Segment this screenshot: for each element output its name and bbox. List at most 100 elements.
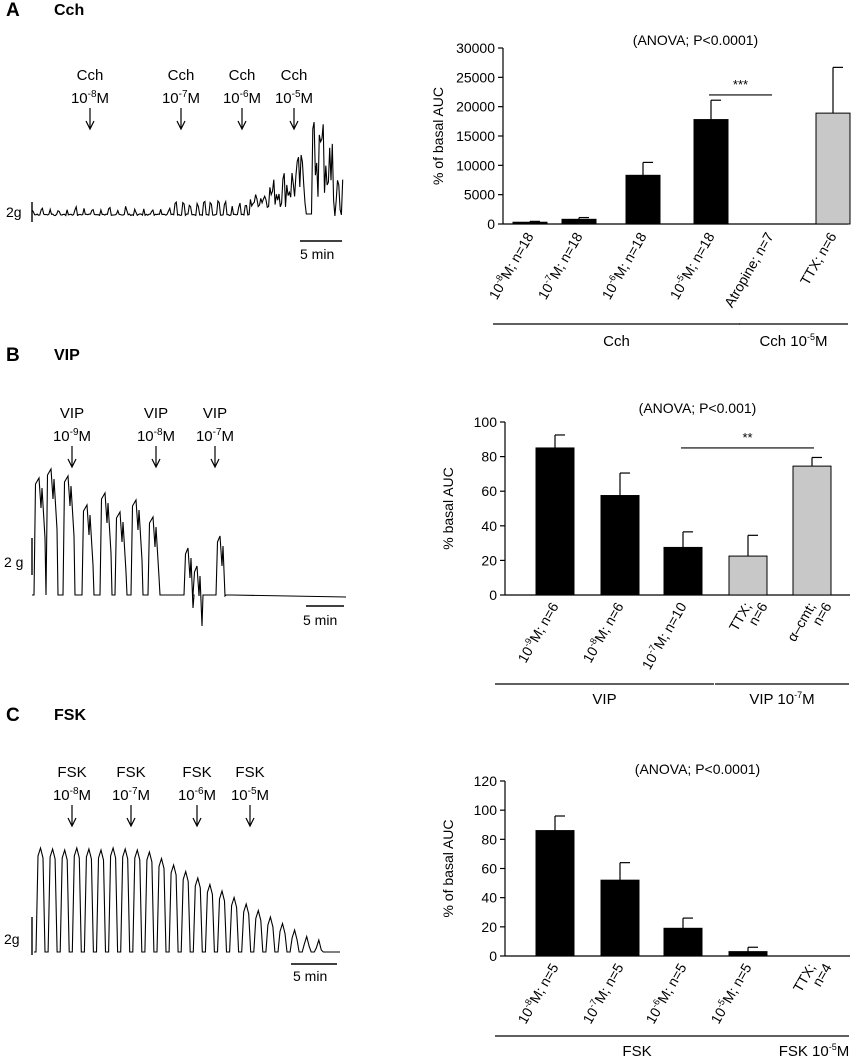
arrow-head xyxy=(126,817,136,828)
stimulus-agent: FSK xyxy=(116,764,146,781)
chart-title: (ANOVA; P<0.0001) xyxy=(635,761,760,777)
y-tick-label: 0 xyxy=(489,948,497,964)
stimulus-label: FSK 10-8M xyxy=(42,763,102,805)
group-label: VIP xyxy=(592,691,616,708)
y-tick-label: 120 xyxy=(474,773,498,789)
stimulus-label: Cch 10-8M xyxy=(60,66,120,108)
stimulus-label: FSK 10-7M xyxy=(101,763,161,805)
stimulus-label: Cch 10-7M xyxy=(151,66,211,108)
group-label: FSK xyxy=(622,1043,651,1060)
arrow-head xyxy=(85,120,95,131)
stimulus-label: Cch 10-5M xyxy=(264,66,324,108)
y-tick-label: 100 xyxy=(474,802,498,818)
category-label: 10-7M; n=18 xyxy=(534,229,586,302)
stimulus-label: VIP 10-8M xyxy=(126,404,186,446)
category-label: 10-8M; n=5 xyxy=(513,960,561,1027)
stimulus-agent: VIP xyxy=(143,405,169,422)
stimulus-agent: Cch xyxy=(228,67,256,84)
chart-title: (ANOVA; P<0.001) xyxy=(639,400,757,416)
y-tick-label: 60 xyxy=(481,483,497,499)
stimulus-label: VIP 10-7M xyxy=(185,404,245,446)
panel-letter-a: A xyxy=(6,0,20,21)
bar xyxy=(600,495,640,596)
y-tick-label: 40 xyxy=(481,518,497,534)
trace-b-time-label: 5 min xyxy=(303,612,337,628)
stimulus-label: VIP 10-9M xyxy=(42,404,102,446)
category-label: 10-7M; n=5 xyxy=(578,960,626,1027)
stimulus-agent: FSK xyxy=(235,764,265,781)
arrow-head xyxy=(289,120,299,131)
bar xyxy=(728,555,768,596)
category-label: 10-6M; n=18 xyxy=(598,229,650,302)
trace-c-line xyxy=(34,845,340,953)
arrow-head xyxy=(151,458,161,469)
y-tick-label: 100 xyxy=(474,414,498,430)
stimulus-label: FSK 10-5M xyxy=(220,763,280,805)
stimulus-concentration: 10-7M xyxy=(111,786,151,804)
panel-letter-b: B xyxy=(6,345,20,366)
trace-c-time-label: 5 min xyxy=(293,968,327,984)
y-tick-label: 20 xyxy=(481,919,497,935)
stimulus-concentration: 10-6M xyxy=(222,89,262,107)
trace-a-calibration-label: 2g xyxy=(6,204,22,220)
trace-a-line xyxy=(31,121,344,217)
arrow-head xyxy=(237,120,247,131)
category-label: 10-6M; n=5 xyxy=(641,960,689,1027)
y-tick-label: 80 xyxy=(481,831,497,847)
bar xyxy=(535,830,575,957)
y-tick-label: 20 xyxy=(481,552,497,568)
stimulus-concentration: 10-8M xyxy=(52,786,92,804)
y-axis-label: % of basal AUC xyxy=(430,87,446,185)
stimulus-concentration: 10-9M xyxy=(52,427,92,445)
stimulus-concentration: 10-6M xyxy=(177,786,217,804)
y-tick-label: 40 xyxy=(481,890,497,906)
category-label: 10-8M; n=18 xyxy=(485,229,537,302)
bar xyxy=(728,951,768,957)
bar xyxy=(663,927,703,957)
trace-b-line xyxy=(32,467,347,627)
stimulus-agent: VIP xyxy=(202,405,228,422)
bar xyxy=(535,447,575,596)
stimulus-agent: Cch xyxy=(280,67,308,84)
stimulus-agent: Cch xyxy=(167,67,195,84)
stimulus-concentration: 10-5M xyxy=(230,786,270,804)
panel-title-b: VIP xyxy=(54,347,80,364)
stimulus-agent: VIP xyxy=(59,405,85,422)
group-label: VIP 10-7M xyxy=(749,690,814,708)
panel-title-a: Cch xyxy=(54,2,85,19)
y-tick-label: 25000 xyxy=(456,69,495,85)
arrow-head xyxy=(176,120,186,131)
arrow-head xyxy=(67,458,77,469)
arrow-head xyxy=(67,817,77,828)
panel-title-c: FSK xyxy=(54,707,86,724)
y-tick-label: 15000 xyxy=(456,128,495,144)
category-label: Atropine; n=7 xyxy=(721,229,777,310)
y-tick-label: 0 xyxy=(489,587,497,603)
y-tick-label: 60 xyxy=(481,861,497,877)
bar xyxy=(792,465,832,596)
chart-title: (ANOVA; P<0.0001) xyxy=(633,32,758,48)
y-tick-label: 80 xyxy=(481,449,497,465)
category-label-line2: n=6 xyxy=(809,599,835,628)
bar xyxy=(512,221,548,225)
y-tick-label: 5000 xyxy=(464,187,495,203)
y-tick-label: 30000 xyxy=(456,40,495,56)
stimulus-agent: FSK xyxy=(57,764,87,781)
category-label: 10-5M; n=5 xyxy=(706,960,754,1027)
bar xyxy=(561,218,597,225)
stimulus-agent: FSK xyxy=(182,764,212,781)
significance-label: *** xyxy=(733,77,748,92)
bar xyxy=(815,112,851,225)
bar xyxy=(693,119,729,225)
bar xyxy=(600,879,640,957)
trace-b-calibration-label: 2 g xyxy=(4,554,23,570)
panel-letter-c: C xyxy=(6,705,20,726)
stimulus-agent: Cch xyxy=(76,67,104,84)
significance-label: ** xyxy=(742,430,752,445)
category-label: TTX; n=6 xyxy=(797,229,840,287)
stimulus-concentration: 10-8M xyxy=(70,89,110,107)
group-label: Cch xyxy=(603,333,630,350)
stimulus-concentration: 10-7M xyxy=(195,427,235,445)
category-label: 10-8M; n=6 xyxy=(578,599,626,666)
